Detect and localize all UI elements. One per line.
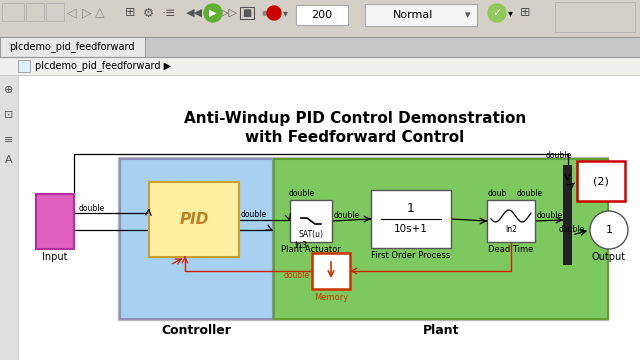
- Text: ≡: ≡: [164, 6, 175, 19]
- Text: 200: 200: [312, 10, 333, 20]
- Text: ●: ●: [262, 10, 268, 16]
- Bar: [0, 37, 145, 57]
- Text: Normal: Normal: [393, 10, 433, 20]
- Text: ⊡: ⊡: [4, 110, 13, 120]
- Text: Plant Actuator: Plant Actuator: [281, 246, 341, 255]
- Bar: [18, 60, 30, 72]
- Text: Memory: Memory: [314, 292, 348, 302]
- Text: ▾: ▾: [465, 10, 471, 20]
- Text: PID: PID: [179, 212, 209, 227]
- Bar: [290, 200, 332, 242]
- Bar: [18, 75, 640, 360]
- Bar: [365, 4, 477, 26]
- Bar: [296, 5, 348, 25]
- Bar: [2, 3, 24, 21]
- Text: ·: ·: [162, 10, 164, 16]
- Text: SAT(u): SAT(u): [298, 230, 323, 238]
- Text: ▷: ▷: [82, 6, 92, 19]
- Text: A: A: [5, 155, 13, 165]
- Bar: [0, 0, 640, 37]
- Text: double: double: [284, 271, 310, 280]
- Text: △: △: [95, 6, 105, 19]
- Bar: [0, 37, 640, 57]
- Bar: [487, 200, 535, 242]
- Bar: [0, 75, 18, 360]
- Bar: [0, 57, 640, 75]
- Bar: [371, 190, 451, 248]
- Text: double: double: [241, 210, 267, 219]
- Text: ▷▷: ▷▷: [220, 8, 237, 18]
- Text: double: double: [79, 204, 105, 213]
- Text: (2): (2): [593, 176, 609, 186]
- Text: First Order Process: First Order Process: [371, 252, 451, 261]
- Text: ▾: ▾: [283, 8, 287, 18]
- Bar: [120, 159, 273, 319]
- Text: ▶: ▶: [209, 8, 217, 18]
- Bar: [118, 157, 608, 320]
- Bar: [577, 161, 625, 201]
- Circle shape: [590, 211, 628, 249]
- Text: plcdemo_pid_feedforward: plcdemo_pid_feedforward: [9, 41, 135, 53]
- Text: Input: Input: [42, 252, 68, 262]
- Text: Plant: Plant: [423, 324, 460, 337]
- Circle shape: [488, 4, 506, 22]
- Text: ⊞: ⊞: [125, 6, 135, 19]
- Text: ■: ■: [243, 8, 252, 18]
- Text: In3: In3: [294, 242, 307, 251]
- Bar: [26, 3, 44, 21]
- Circle shape: [267, 6, 281, 20]
- Text: ⊞: ⊞: [520, 6, 531, 19]
- Text: double: double: [559, 225, 585, 234]
- Text: double: double: [537, 211, 563, 220]
- Text: 1: 1: [605, 225, 612, 235]
- Text: In2: In2: [505, 225, 517, 234]
- Text: double: double: [334, 211, 360, 220]
- Text: 1: 1: [407, 202, 415, 216]
- Text: double: double: [289, 189, 315, 198]
- Text: ≡: ≡: [4, 135, 13, 145]
- Bar: [563, 165, 572, 265]
- Bar: [555, 2, 635, 32]
- Text: Anti-Windup PID Control Demonstration: Anti-Windup PID Control Demonstration: [184, 111, 526, 126]
- Text: Dead Time: Dead Time: [488, 246, 534, 255]
- Text: ⚙: ⚙: [142, 6, 154, 19]
- Text: plcdemo_pid_feedforward ▶: plcdemo_pid_feedforward ▶: [35, 60, 171, 71]
- Text: Controller: Controller: [161, 324, 232, 337]
- Bar: [240, 7, 254, 19]
- Bar: [149, 182, 239, 257]
- Bar: [46, 3, 64, 21]
- Text: ▾: ▾: [508, 8, 513, 18]
- Text: ⊕: ⊕: [4, 85, 13, 95]
- Text: with Feedforward Control: with Feedforward Control: [245, 130, 465, 145]
- Bar: [312, 253, 350, 289]
- Bar: [365, 4, 477, 26]
- Bar: [274, 159, 608, 319]
- Text: Output: Output: [592, 252, 626, 262]
- Text: ◁: ◁: [67, 6, 77, 19]
- Circle shape: [204, 4, 222, 22]
- Text: double: double: [546, 152, 572, 161]
- Text: ◀◀: ◀◀: [186, 8, 202, 18]
- Text: doub: doub: [488, 189, 507, 198]
- Text: double: double: [517, 189, 543, 198]
- Text: 10s+1: 10s+1: [394, 224, 428, 234]
- Text: ✓: ✓: [492, 8, 502, 18]
- Bar: [36, 194, 74, 249]
